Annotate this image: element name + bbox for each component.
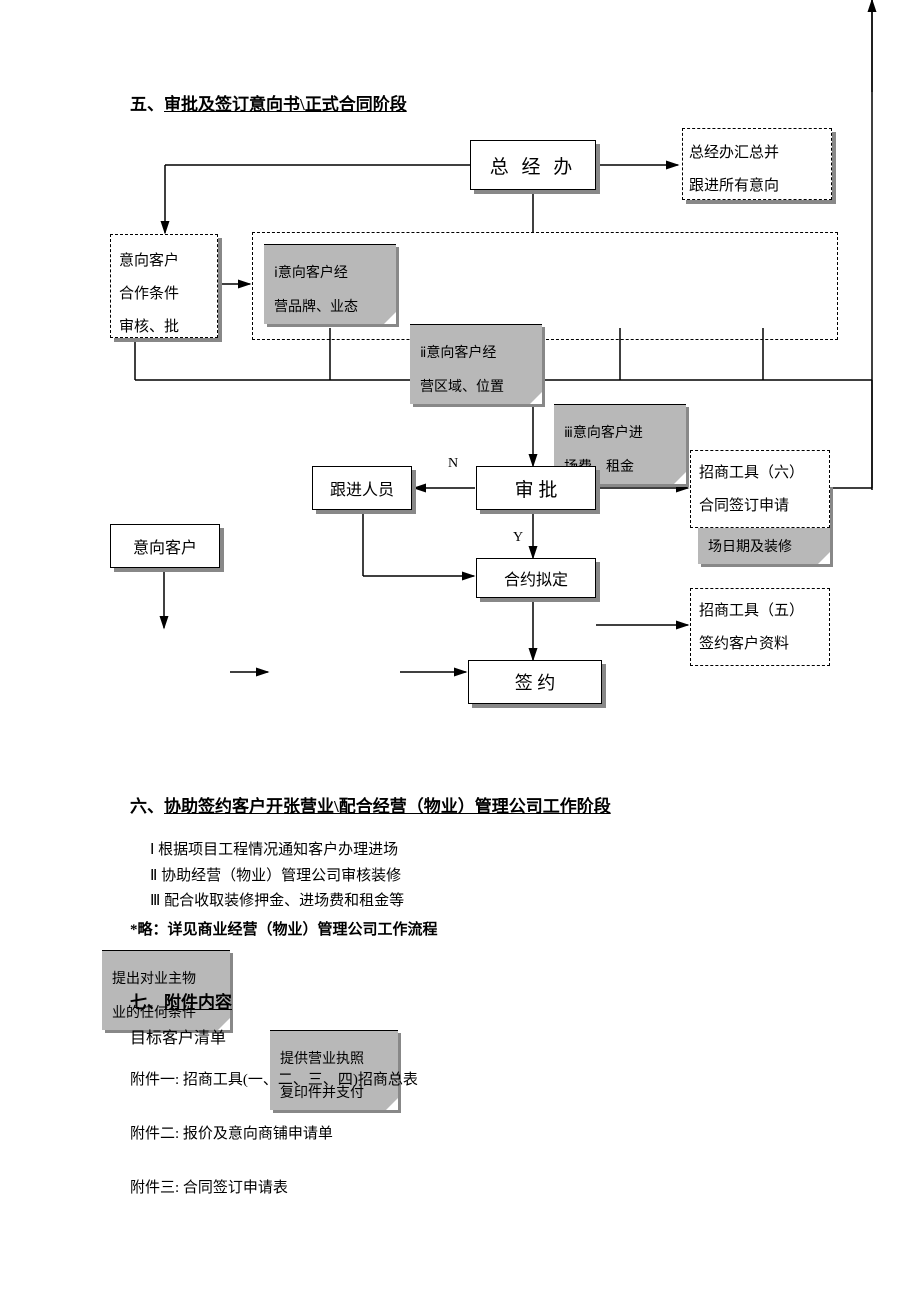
attachment-3: 附件三: 合同签订申请表 [130, 1176, 288, 1202]
section6-title: 六、协助签约客户开张营业\配合经营（物业）管理公司工作阶段 [130, 792, 611, 817]
section7-title: 七、附件内容 [130, 988, 232, 1013]
label-y: Y [513, 530, 523, 546]
node-general-office: 总 经 办 [470, 140, 596, 190]
label-n: N [448, 456, 458, 472]
node-approve: 审 批 [476, 466, 596, 510]
section6-body: Ⅰ 根据项目工程情况通知客户办理进场 Ⅱ 协助经营（物业）管理公司审核装修 Ⅲ … [150, 838, 404, 915]
node-sign: 签 约 [468, 660, 602, 704]
section5-title: 五、审批及签订意向书\正式合同阶段 [130, 90, 407, 115]
gm-summary-line1: 总经办汇总并 [689, 137, 825, 170]
node-contract-draft: 合约拟定 [476, 558, 596, 598]
gm-summary-line2: 跟进所有意向 [689, 170, 825, 200]
section7-subtitle: 目标客户清单 [130, 1024, 226, 1048]
attachment-1: 附件一: 招商工具(一、二、三、四)招商总表 [130, 1068, 418, 1094]
node-gm-summary: 总经办汇总并 跟进所有意向 [682, 128, 832, 200]
section6-line3: Ⅲ 配合收取装修押金、进场费和租金等 [150, 889, 404, 915]
section5-title-text: 审批及签订意向书\正式合同阶段 [164, 95, 407, 114]
node-intent-conditions: 意向客户 合作条件 审核、批 [110, 234, 218, 338]
node-tool5: 招商工具（五） 签约客户资料 [690, 588, 830, 666]
node-tool6: 招商工具（六） 合同签订申请 [690, 450, 830, 528]
attachment-2: 附件二: 报价及意向商铺申请单 [130, 1122, 333, 1148]
section6-note: *略：详见商业经营（物业）管理公司工作流程 [130, 918, 438, 944]
section6-line2: Ⅱ 协助经营（物业）管理公司审核装修 [150, 864, 404, 890]
card-i: ⅰ意向客户经 营品牌、业态 [264, 244, 396, 324]
card-ii: ⅱ意向客户经 营区域、位置 [410, 324, 542, 404]
node-follower: 跟进人员 [312, 466, 412, 510]
node-intent-customer: 意向客户 [110, 524, 220, 568]
section6-line1: Ⅰ 根据项目工程情况通知客户办理进场 [150, 838, 404, 864]
